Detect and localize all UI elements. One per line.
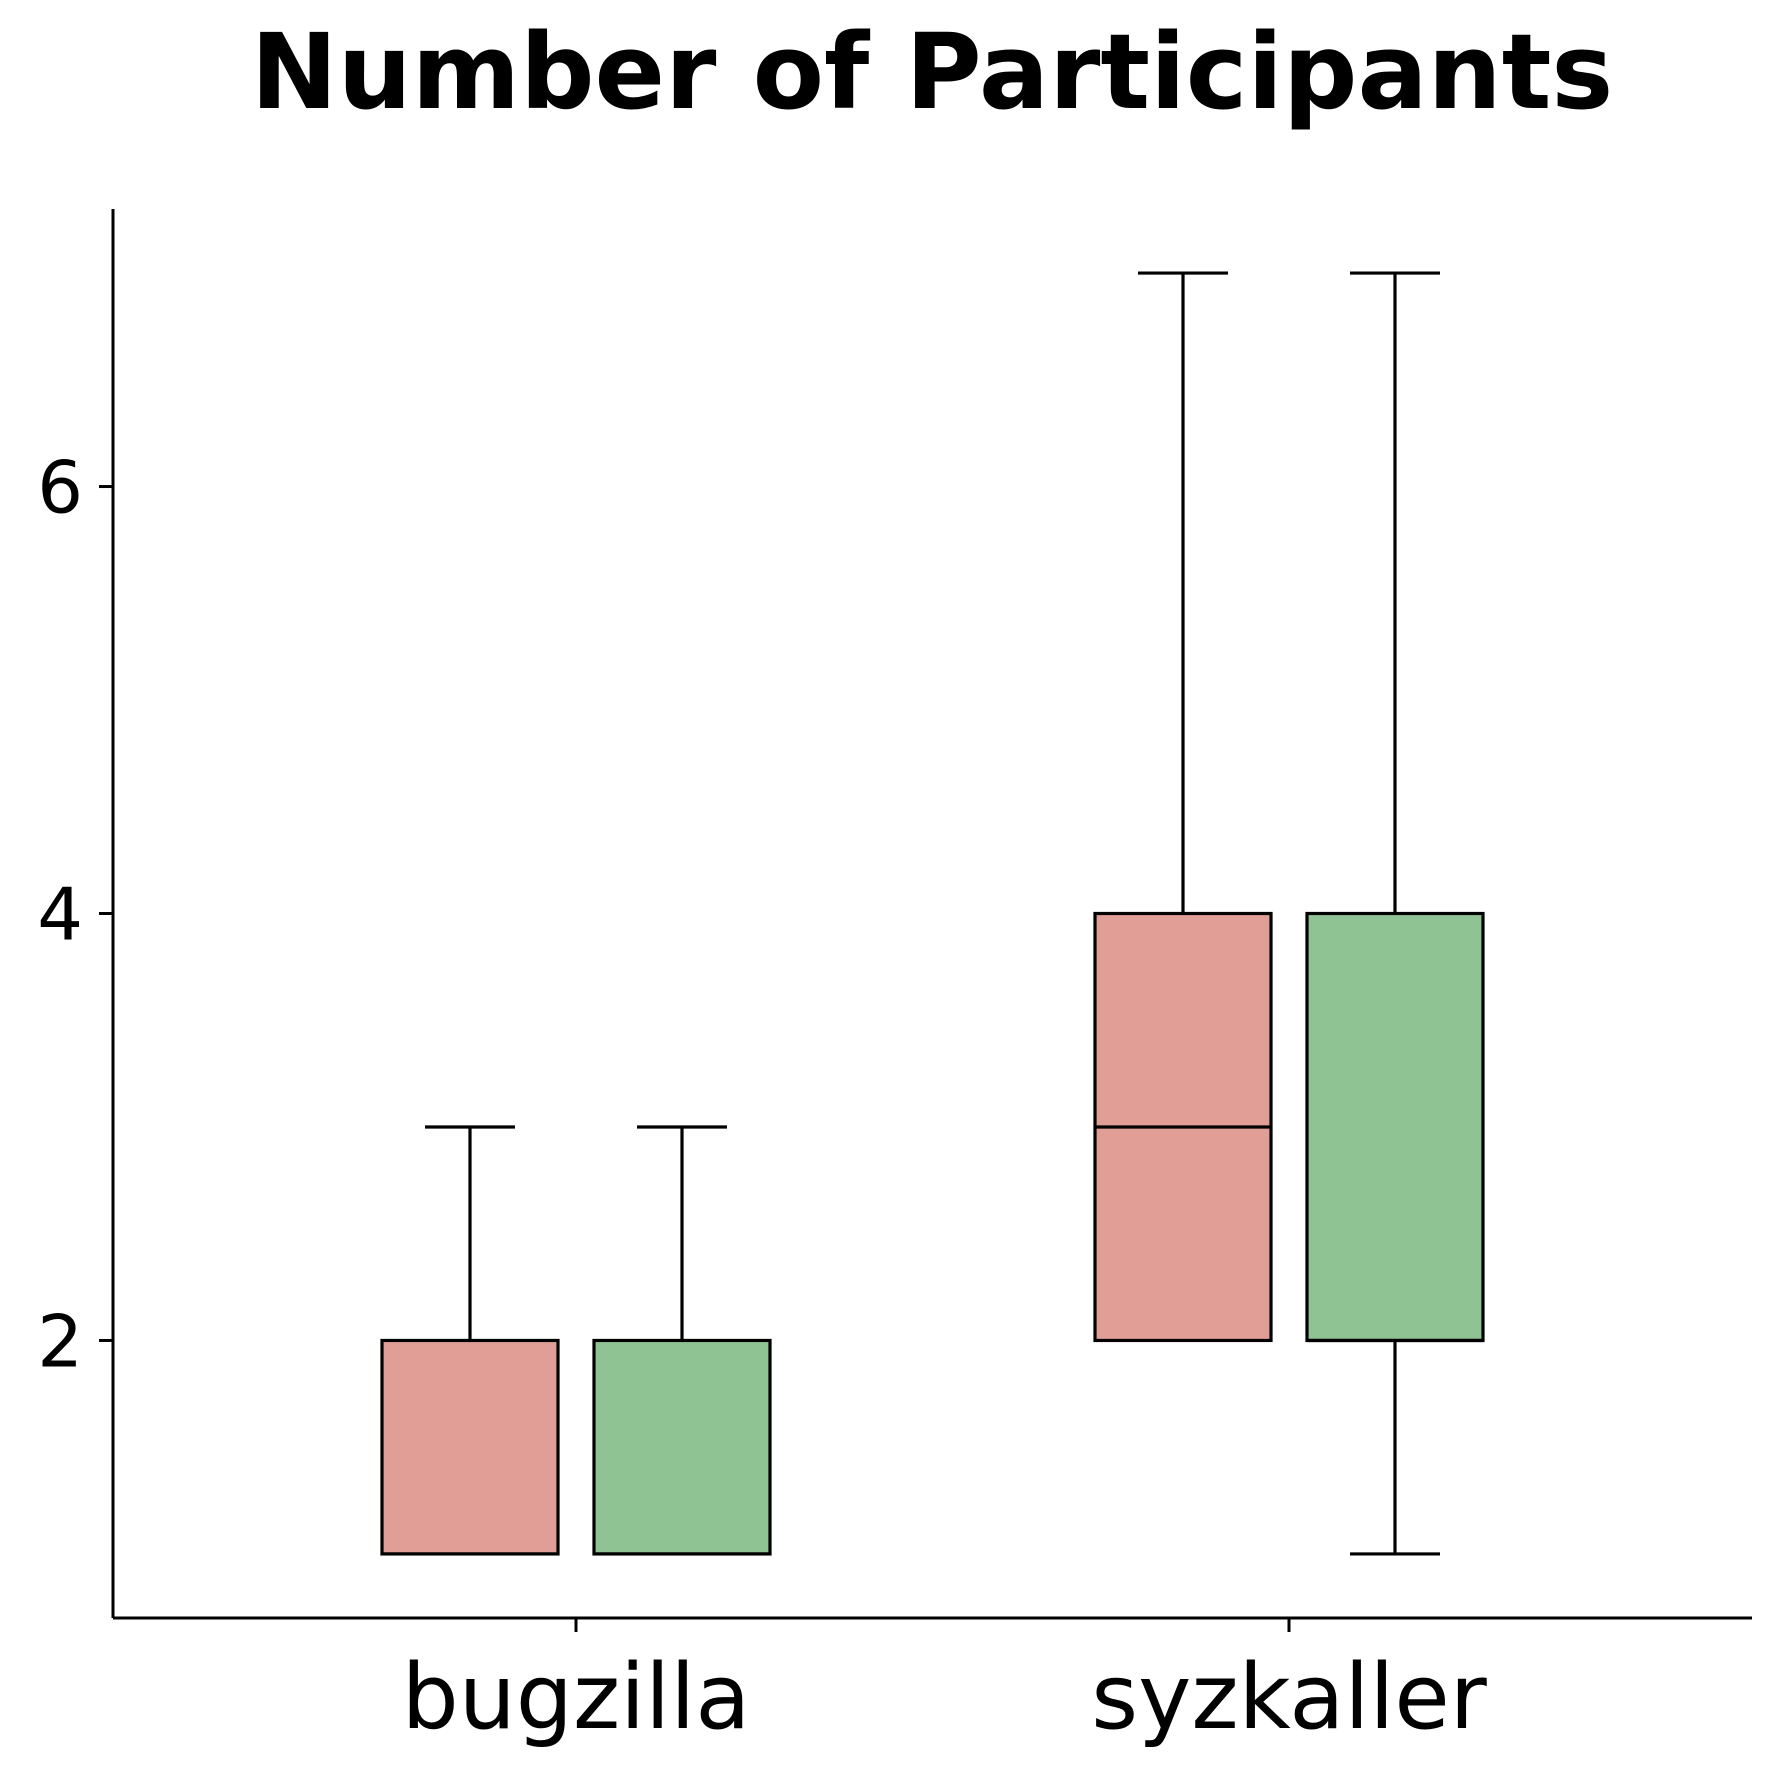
box-group-bugzilla-series-2 [592,1125,772,1556]
box-bugzilla-series-1 [380,1338,560,1556]
y-tick-label-2: 2 [37,1299,83,1383]
y-tick-label-4: 4 [37,873,83,957]
x-tick-label-syzkaller: syzkaller [1091,1645,1486,1750]
box-bugzilla-series-2 [592,1338,772,1556]
box-group-bugzilla-series-1 [380,1125,560,1556]
chart-title: Number of Participants [251,11,1614,133]
plot-area [380,271,1485,1556]
axes: 2 4 6 bugzilla syzkaller [37,446,1487,1750]
y-tick-label-6: 6 [37,446,83,530]
box-group-syzkaller-series-2 [1305,271,1485,1556]
box-syzkaller-series-2 [1305,911,1485,1343]
box-group-syzkaller-series-1 [1093,271,1273,1343]
x-tick-label-bugzilla: bugzilla [402,1645,751,1750]
